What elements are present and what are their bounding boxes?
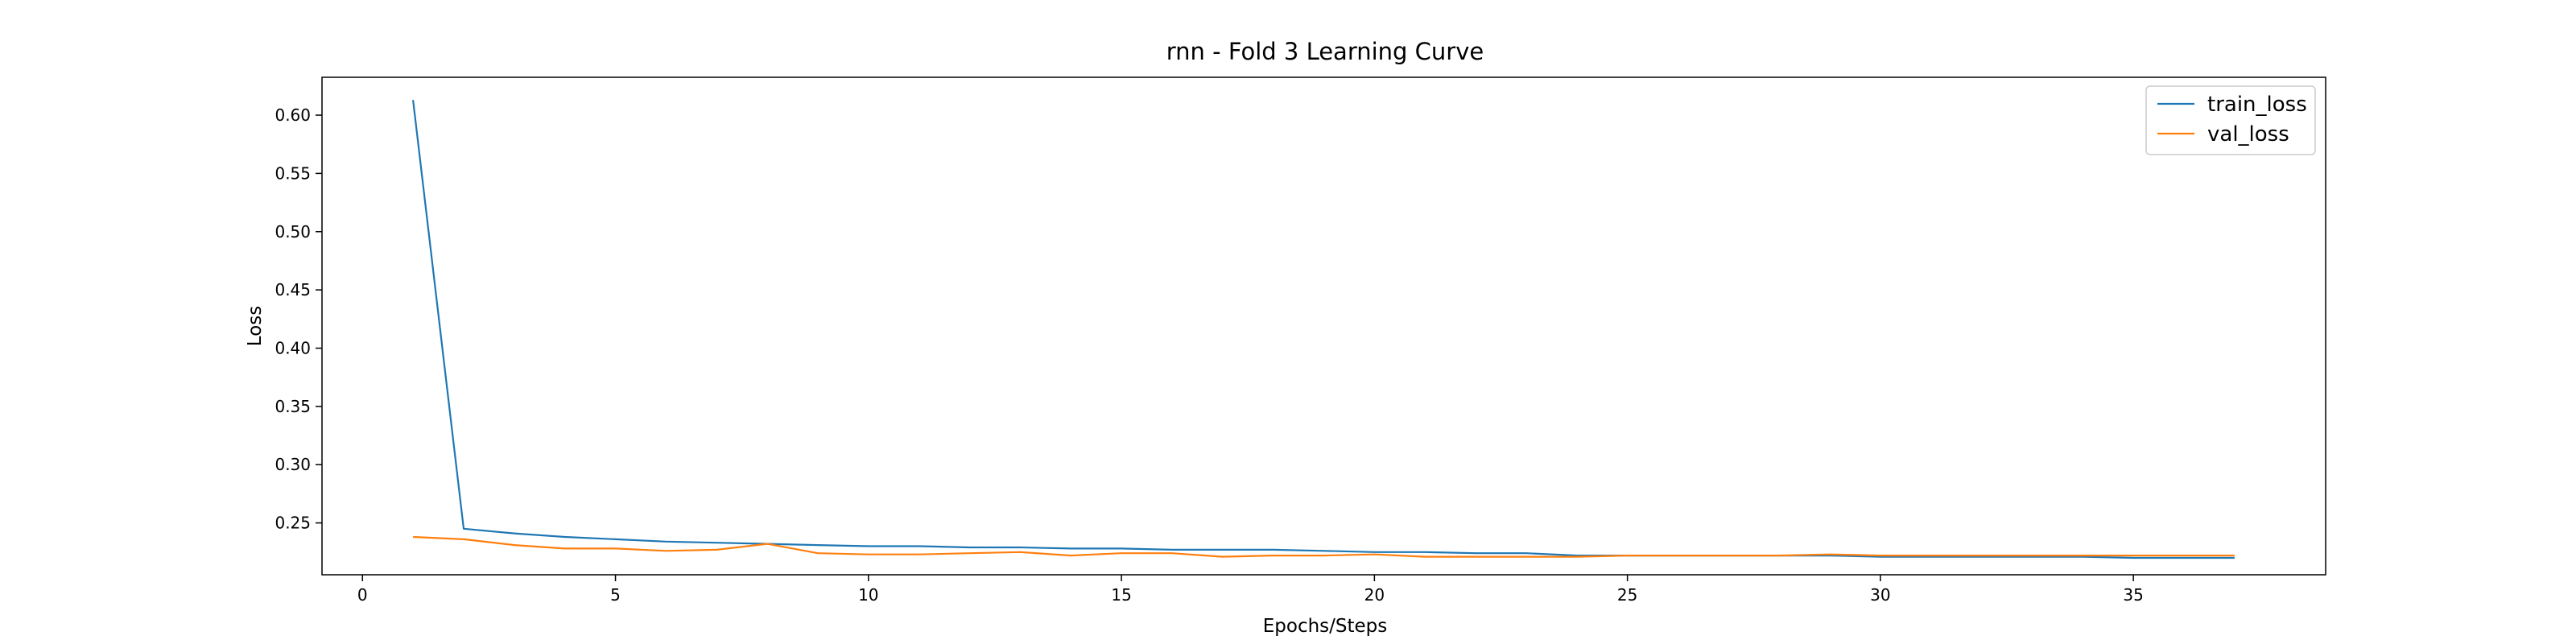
y-tick-label: 0.45 — [275, 280, 311, 299]
legend-label-train-loss: train_loss — [2207, 93, 2307, 117]
x-axis-ticks: 0 5 10 15 20 25 30 35 — [357, 575, 2144, 605]
x-tick-label: 10 — [858, 585, 878, 605]
x-tick-label: 35 — [2123, 585, 2143, 605]
series-lines — [412, 100, 2235, 559]
y-tick-label: 0.50 — [275, 222, 311, 242]
legend: train_loss val_loss — [2145, 85, 2316, 155]
series-line-val-loss — [413, 535, 2235, 558]
x-axis-label: Epochs/Steps — [1263, 616, 1388, 637]
x-tick-label: 5 — [610, 585, 621, 605]
y-tick-label: 0.30 — [275, 455, 311, 474]
legend-label-val-loss: val_loss — [2207, 122, 2289, 147]
plot-area — [321, 76, 2326, 576]
chart-title: rnn - Fold 3 Learning Curve — [1166, 38, 1484, 65]
y-axis-label: Loss — [245, 306, 266, 346]
y-tick-label: 0.25 — [275, 514, 311, 533]
y-tick-label: 0.35 — [275, 397, 311, 416]
x-tick-label: 15 — [1111, 585, 1131, 605]
series-line-train-loss — [412, 100, 2235, 559]
y-axis-ticks: 0.25 0.30 0.35 0.40 0.45 0.50 0.55 0.60 — [275, 105, 322, 533]
x-tick-label: 20 — [1364, 585, 1385, 605]
x-tick-label: 0 — [357, 585, 368, 605]
y-tick-label: 0.60 — [275, 105, 311, 125]
x-tick-label: 30 — [1870, 585, 1890, 605]
x-tick-label: 25 — [1617, 585, 1637, 605]
y-tick-label: 0.40 — [275, 338, 311, 357]
y-tick-label: 0.55 — [275, 163, 311, 183]
